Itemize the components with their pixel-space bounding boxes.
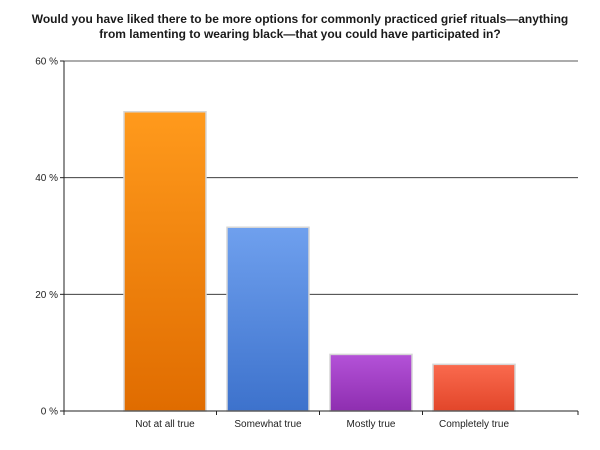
y-tick-label: 20 % [35,290,58,301]
chart-title-line-2: from lamenting to wearing black—that you… [99,27,501,41]
x-tick-label: Mostly true [347,419,396,430]
tick-labels: 0 % 20 % 40 % 60 % Not at all true Somewhat t… [35,57,509,431]
y-tick-label: 0 % [41,407,58,418]
x-tick-label: Somewhat true [234,419,302,430]
axes [60,60,579,415]
chart-title: Would you have liked there to be more op… [20,12,580,42]
bars [123,111,516,412]
bar-not-at-all-true [123,111,207,412]
y-tick-label: 60 % [35,57,58,68]
y-tick-label: 40 % [35,173,58,184]
chart-title-line-1: Would you have liked there to be more op… [31,12,569,26]
bar-mostly-true [329,353,413,412]
bar-somewhat-true [226,226,310,412]
bar-completely-true [432,363,516,412]
x-tick-label: Completely true [439,419,509,430]
x-tick-label: Not at all true [135,419,195,430]
